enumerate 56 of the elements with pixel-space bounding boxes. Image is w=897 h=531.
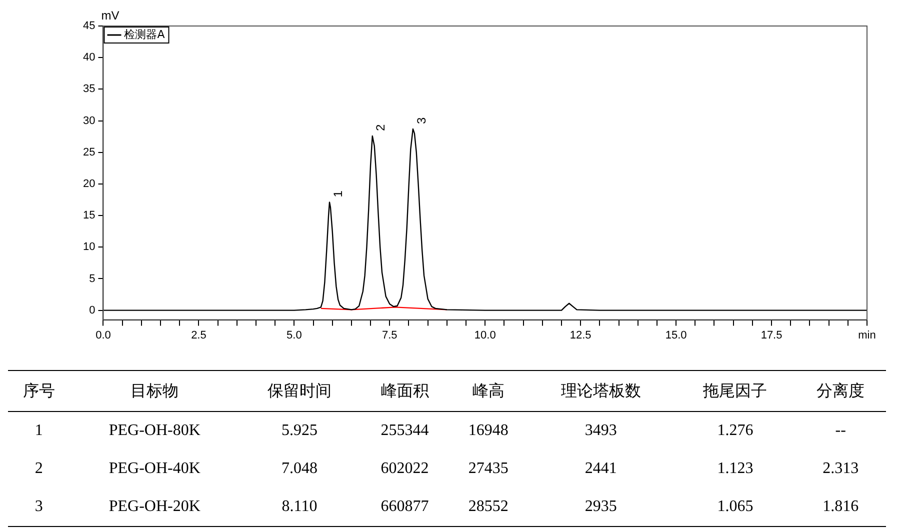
text: 28552 xyxy=(450,488,526,526)
text: 16948 xyxy=(467,421,510,441)
annotation: 2 xyxy=(374,124,388,131)
y-tick-label: 5 xyxy=(89,272,96,285)
text: 2.313 xyxy=(822,459,860,479)
x-tick-label: 12.5 xyxy=(570,329,592,342)
x-tick-label: 17.5 xyxy=(760,329,782,342)
text: 255344 xyxy=(380,421,430,441)
text: 27435 xyxy=(467,459,510,479)
x-tick-label: 7.5 xyxy=(382,329,398,342)
x-tick-label: 0.0 xyxy=(96,329,111,342)
annotation: 1 xyxy=(330,190,345,198)
y-axis-title: mV xyxy=(101,8,120,22)
x-tick-label: 15.0 xyxy=(665,329,687,342)
x-tick-label: min xyxy=(858,329,876,342)
y-tick-label: 20 xyxy=(82,178,96,190)
category-label: 拖尾因子 xyxy=(675,370,796,412)
text: PEG-OH-80K xyxy=(108,421,202,441)
y-tick-label: 30 xyxy=(82,114,96,127)
text: PEG-OH-40K xyxy=(108,459,202,479)
text: 2441 xyxy=(584,459,618,479)
text: 8.110 xyxy=(240,488,360,526)
text: 1.065 xyxy=(675,488,796,526)
text: 1.276 xyxy=(716,421,754,441)
category-label: 峰高 xyxy=(450,370,526,412)
text: 660877 xyxy=(359,488,450,526)
category-label: 保留时间 xyxy=(240,370,360,412)
y-tick-label: 40 xyxy=(82,52,96,64)
text: 3493 xyxy=(584,421,618,441)
text: PEG-OH-20K xyxy=(70,488,240,526)
text: -- xyxy=(834,421,847,441)
text: 2935 xyxy=(526,488,676,526)
y-tick-label: 25 xyxy=(82,146,96,158)
x-tick-label: 5.0 xyxy=(286,329,302,342)
text: 1.123 xyxy=(716,459,754,479)
text: 2 xyxy=(34,459,44,479)
category-label: 分离度 xyxy=(795,370,886,412)
text: 1 xyxy=(34,421,44,441)
text: 5.925 xyxy=(280,421,318,441)
x-tick-label: 2.5 xyxy=(191,329,206,342)
category-label: 理论塔板数 xyxy=(526,370,676,412)
annotation: 3 xyxy=(414,116,428,124)
category-label: 序号 xyxy=(8,370,70,412)
text: 7.048 xyxy=(280,459,318,479)
y-tick-label: 0 xyxy=(89,304,96,316)
text: 602022 xyxy=(380,459,430,479)
legend-label: 检测器A xyxy=(124,28,166,41)
x-tick-label: 10.0 xyxy=(474,329,496,342)
y-tick-label: 35 xyxy=(82,83,96,96)
category-label: 峰面积 xyxy=(359,370,450,412)
text: 1.816 xyxy=(795,488,886,526)
y-tick-label: 10 xyxy=(82,241,96,254)
y-tick-label: 15 xyxy=(82,210,96,222)
text: 3 xyxy=(8,488,70,526)
category-label: 目标物 xyxy=(70,370,240,412)
y-tick-label: 45 xyxy=(82,20,96,32)
